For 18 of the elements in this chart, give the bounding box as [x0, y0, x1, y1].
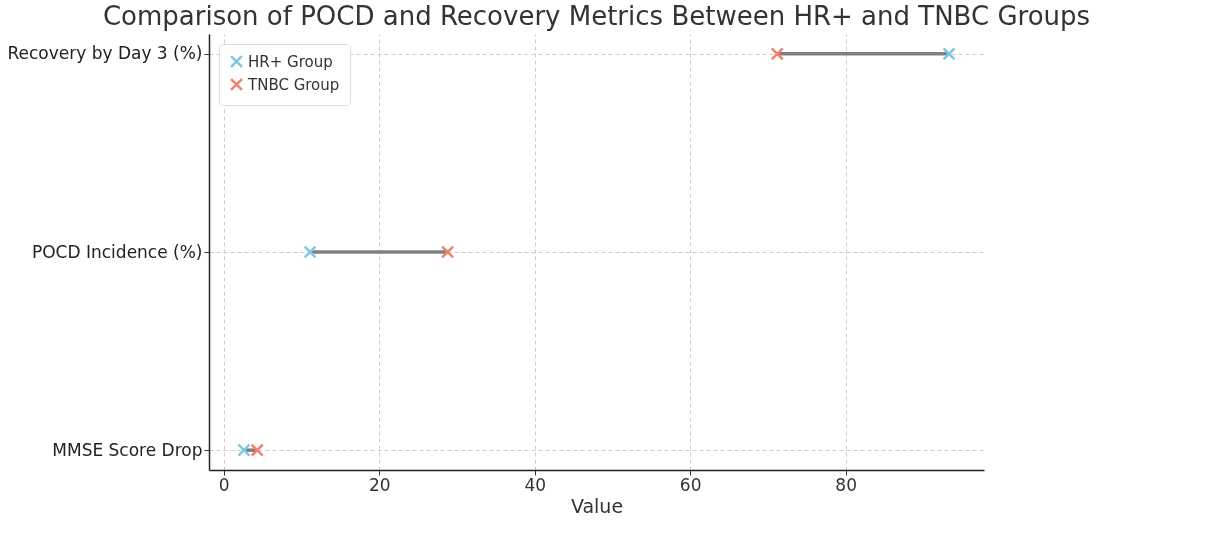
legend-label: TNBC Group [247, 75, 340, 94]
x-axis-title: Value [570, 494, 624, 517]
x-tick-label: 80 [835, 474, 857, 495]
point [440, 245, 455, 259]
x-tick-label: 0 [218, 474, 230, 495]
point [770, 47, 784, 61]
y-tick-label: MMSE Score Drop [52, 439, 203, 460]
point [237, 443, 251, 457]
x-tick-label: 60 [679, 474, 702, 495]
point [250, 443, 264, 457]
chart-title: Comparison of POCD and Recovery Metrics Between HR+ and TNBC Groups [102, 1, 1091, 31]
y-tick-label: POCD Incidence (%) [31, 241, 203, 262]
point [942, 47, 956, 61]
x-tick-label: 40 [524, 474, 547, 495]
y-tick-label: Recovery by Day 3 (%) [7, 43, 203, 64]
legend-label: HR+ Group [248, 52, 333, 71]
point [303, 245, 317, 259]
x-tick-label: 20 [368, 474, 391, 495]
